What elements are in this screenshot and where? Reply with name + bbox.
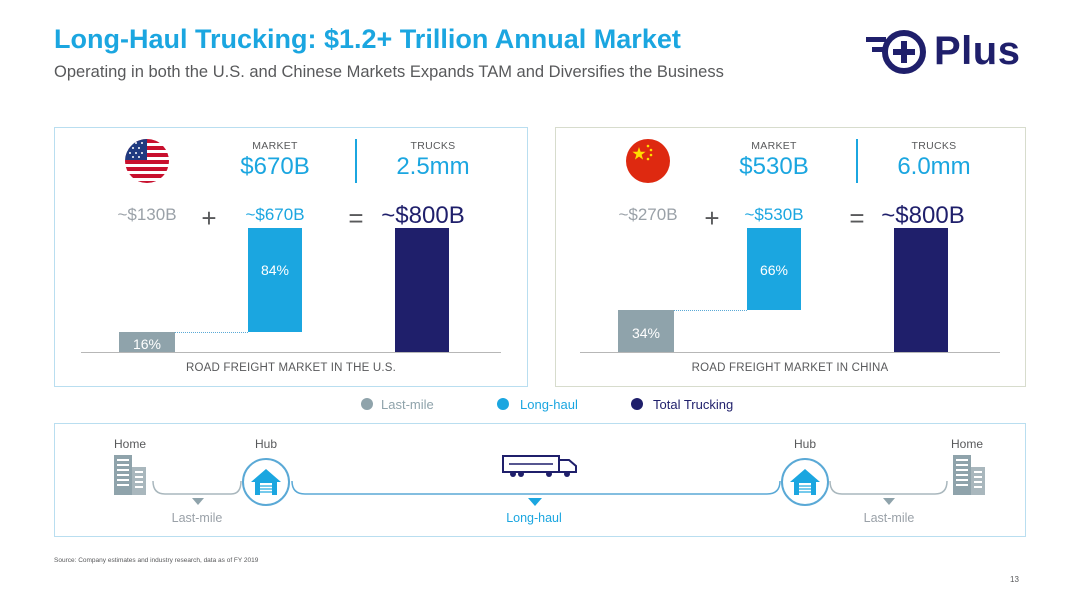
us-total-value: ~$800B — [381, 202, 465, 229]
long-haul-label: Long-haul — [506, 511, 562, 525]
legend-total-trucking-label: Total Trucking — [653, 397, 734, 412]
china-trucks-label: TRUCKS — [911, 140, 957, 152]
us-chart-baseline — [81, 352, 501, 353]
china-long-haul-value: ~$530B — [744, 205, 804, 224]
plus-logo: Plus — [864, 27, 1029, 77]
us-last-mile-value: ~$130B — [117, 205, 177, 224]
china-market-panel: MARKET $530B TRUCKS 6.0mm ~$270B + ~$530… — [555, 127, 1026, 387]
us-bar-long-haul — [248, 228, 302, 332]
china-plus-sign: + — [704, 203, 720, 233]
china-last-mile-value: ~$270B — [618, 205, 678, 224]
us-plus-sign: + — [201, 203, 217, 233]
legend-long-haul-swatch — [497, 398, 509, 410]
last-mile-left-label: Last-mile — [171, 511, 223, 525]
building-icon — [953, 455, 985, 495]
us-last-mile-percent: 16% — [132, 335, 162, 352]
china-market-value: $530B — [739, 153, 809, 180]
hub-right-label: Hub — [793, 437, 816, 451]
china-last-mile-percent: 34% — [631, 325, 661, 342]
us-connector-line — [175, 331, 248, 333]
plus-logo-icon — [866, 30, 926, 74]
china-bar-long-haul — [747, 228, 801, 311]
us-trucks-label: TRUCKS — [410, 140, 456, 152]
china-bar-total — [894, 228, 948, 352]
china-long-haul-percent: 66% — [759, 262, 789, 278]
us-market-label: MARKET — [252, 140, 298, 152]
route-diagram: Home Hub Hub Home — [54, 423, 1026, 537]
page-title: Long-Haul Trucking: $1.2+ Trillion Annua… — [54, 24, 681, 54]
page-number: 13 — [1010, 575, 1019, 584]
china-total-value: ~$800B — [881, 202, 965, 229]
us-header-divider — [355, 139, 357, 183]
china-header-divider — [856, 139, 858, 183]
us-market-value: $670B — [240, 153, 310, 180]
china-connector-line — [674, 310, 747, 312]
hub-left-label: Hub — [254, 437, 277, 451]
logo-wordmark: Plus — [934, 29, 1021, 73]
china-chart-caption: ROAD FREIGHT MARKET IN CHINA — [691, 362, 889, 374]
china-chart-baseline — [580, 352, 1000, 353]
us-market-panel: MARKET $670B TRUCKS 2.5mm ~$130B + ~$670… — [54, 127, 528, 387]
source-note: Source: Company estimates and industry r… — [54, 557, 259, 564]
china-waterfall-chart: 34% 66% — [580, 228, 1000, 354]
page-subtitle: Operating in both the U.S. and Chinese M… — [54, 63, 724, 81]
us-long-haul-value: ~$670B — [245, 205, 305, 224]
us-chart-caption: ROAD FREIGHT MARKET IN THE U.S. — [185, 362, 397, 374]
warehouse-icon — [242, 458, 290, 506]
china-trucks-value: 6.0mm — [897, 153, 971, 180]
china-flag-icon — [626, 139, 670, 183]
us-long-haul-percent: 84% — [260, 262, 290, 278]
last-mile-right-label: Last-mile — [863, 511, 915, 525]
china-market-label: MARKET — [751, 140, 797, 152]
us-bar-last-mile — [119, 331, 175, 352]
legend-total-trucking-swatch — [631, 398, 643, 410]
home-left-label: Home — [113, 437, 146, 451]
home-right-label: Home — [950, 437, 983, 451]
us-flag-icon — [125, 139, 169, 183]
us-equals-sign: = — [348, 203, 364, 233]
building-icon — [114, 455, 146, 495]
legend-long-haul-label: Long-haul — [520, 397, 578, 412]
truck-icon — [502, 455, 577, 477]
warehouse-icon — [781, 458, 829, 506]
route-brackets — [152, 480, 948, 506]
china-equals-sign: = — [849, 203, 865, 233]
legend-last-mile-label: Last-mile — [381, 397, 434, 412]
us-trucks-value: 2.5mm — [396, 153, 470, 180]
us-waterfall-chart: 16% 84% — [81, 228, 501, 354]
china-bar-last-mile — [618, 310, 674, 352]
us-bar-total — [395, 228, 449, 352]
legend-last-mile-swatch — [361, 398, 373, 410]
